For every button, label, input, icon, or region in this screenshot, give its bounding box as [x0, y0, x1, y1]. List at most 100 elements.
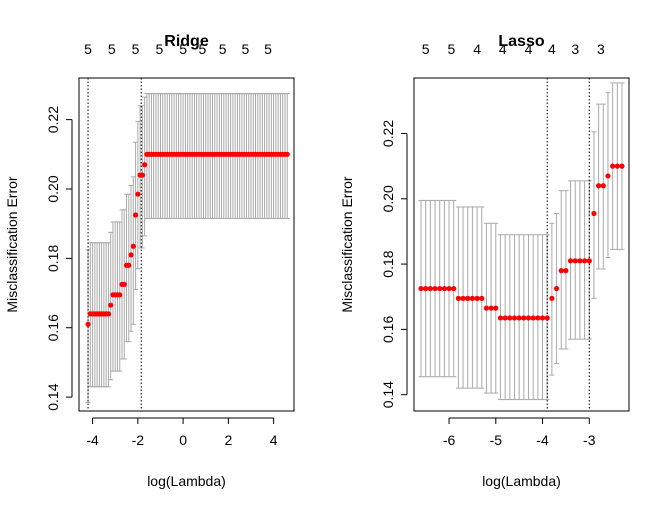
lasso-point	[512, 315, 517, 320]
ridge-y-tick-label: 0.14	[45, 383, 61, 410]
ridge-top-label: 5	[264, 41, 272, 57]
ridge-top-label: 5	[132, 41, 140, 57]
lasso-top-label: 4	[473, 41, 481, 57]
lasso-errorbars	[419, 83, 625, 400]
lasso-x-tick-label: -3	[583, 432, 596, 448]
ridge-y-label: Misclassification Error	[4, 176, 20, 312]
ridge-point	[140, 173, 145, 178]
ridge-point	[126, 263, 131, 268]
lasso-point	[507, 315, 512, 320]
lasso-point	[559, 268, 564, 273]
lasso-point	[437, 286, 442, 291]
ridge-plot-box	[79, 78, 294, 411]
lasso-y-tick-label: 0.14	[380, 381, 396, 408]
ridge-title: Ridge	[164, 33, 209, 50]
ridge-top-label: 5	[241, 41, 249, 57]
lasso-point	[582, 258, 587, 263]
lasso-point	[470, 296, 475, 301]
ridge-y-tick-label: 0.22	[45, 106, 61, 133]
lasso-point	[493, 306, 498, 311]
lasso-point	[460, 296, 465, 301]
lasso-top-label: 5	[422, 41, 430, 57]
lasso-x-tick-label: -4	[536, 432, 549, 448]
ridge-x-tick-label: -4	[86, 432, 99, 448]
lasso-point	[554, 286, 559, 291]
lasso-point	[568, 258, 573, 263]
lasso-point	[601, 183, 606, 188]
lasso-x-tick-label: -6	[443, 432, 456, 448]
lasso-point	[503, 315, 508, 320]
ridge-top-label: 5	[155, 41, 163, 57]
lasso-point	[540, 315, 545, 320]
lasso-point	[563, 268, 568, 273]
ridge-y-axis: 0.14 0.16 0.18 0.20 0.22	[45, 106, 72, 411]
ridge-x-tick-label: 4	[270, 432, 278, 448]
lasso-point	[591, 211, 596, 216]
lasso-point	[521, 315, 526, 320]
lasso-x-tick-label: -5	[490, 432, 503, 448]
ridge-y-tick-label: 0.20	[45, 175, 61, 202]
lasso-point	[474, 296, 479, 301]
lasso-point	[587, 258, 592, 263]
lasso-x-label: log(Lambda)	[482, 473, 561, 489]
lasso-point	[605, 173, 610, 178]
lasso-point	[615, 164, 620, 169]
lasso-point	[442, 286, 447, 291]
lasso-point	[451, 286, 456, 291]
ridge-x-axis: -4 -2 0 2 4	[86, 418, 277, 448]
ridge-point	[285, 152, 290, 157]
ridge-point	[128, 252, 133, 257]
ridge-x-tick-label: 2	[224, 432, 232, 448]
ridge-point	[122, 282, 127, 287]
lasso-top-label: 3	[597, 41, 605, 57]
lasso-point	[610, 164, 615, 169]
lasso-point	[577, 258, 582, 263]
ridge-x-label: log(Lambda)	[147, 473, 226, 489]
lasso-top-label: 3	[571, 41, 579, 57]
lasso-x-axis: -6 -5 -4 -3	[443, 418, 596, 448]
lasso-y-label: Misclassification Error	[339, 176, 355, 312]
ridge-errorbar	[129, 186, 134, 332]
ridge-errorbar	[131, 177, 136, 324]
lasso-point	[549, 296, 554, 301]
lasso-vlines	[547, 78, 589, 411]
ridge-top-label: 5	[84, 41, 92, 57]
ridge-errorbar	[126, 194, 131, 341]
lasso-point	[517, 315, 522, 320]
lasso-point	[619, 164, 624, 169]
lasso-y-tick-label: 0.18	[380, 250, 396, 277]
ridge-point	[135, 192, 140, 197]
ridge-y-tick-label: 0.16	[45, 314, 61, 341]
ridge-point	[106, 311, 111, 316]
lasso-point	[526, 315, 531, 320]
lasso-y-tick-label: 0.22	[380, 120, 396, 147]
ridge-point	[142, 162, 147, 167]
lasso-point	[479, 296, 484, 301]
ridge-point	[108, 303, 113, 308]
lasso-point	[446, 286, 451, 291]
lasso-y-tick-label: 0.20	[380, 185, 396, 212]
ridge-point	[85, 322, 90, 327]
lasso-point	[596, 183, 601, 188]
lasso-point	[498, 315, 503, 320]
lasso-y-tick-label: 0.16	[380, 316, 396, 343]
ridge-y-tick-label: 0.18	[45, 245, 61, 272]
lasso-y-axis: 0.14 0.16 0.18 0.20 0.22	[380, 120, 407, 409]
lasso-plot-box	[414, 78, 629, 411]
ridge-point	[117, 292, 122, 297]
lasso-point	[573, 258, 578, 263]
ridge-point	[131, 244, 136, 249]
lasso-point	[545, 315, 550, 320]
lasso-title: Lasso	[498, 33, 544, 50]
ridge-errorbars	[86, 94, 290, 403]
lasso-point	[428, 286, 433, 291]
lasso-top-label: 4	[548, 41, 556, 57]
ridge-x-tick-label: 0	[179, 432, 187, 448]
ridge-errorbar	[124, 194, 129, 341]
ridge-x-tick-label: -2	[132, 432, 145, 448]
lasso-point	[484, 306, 489, 311]
lasso-point	[423, 286, 428, 291]
